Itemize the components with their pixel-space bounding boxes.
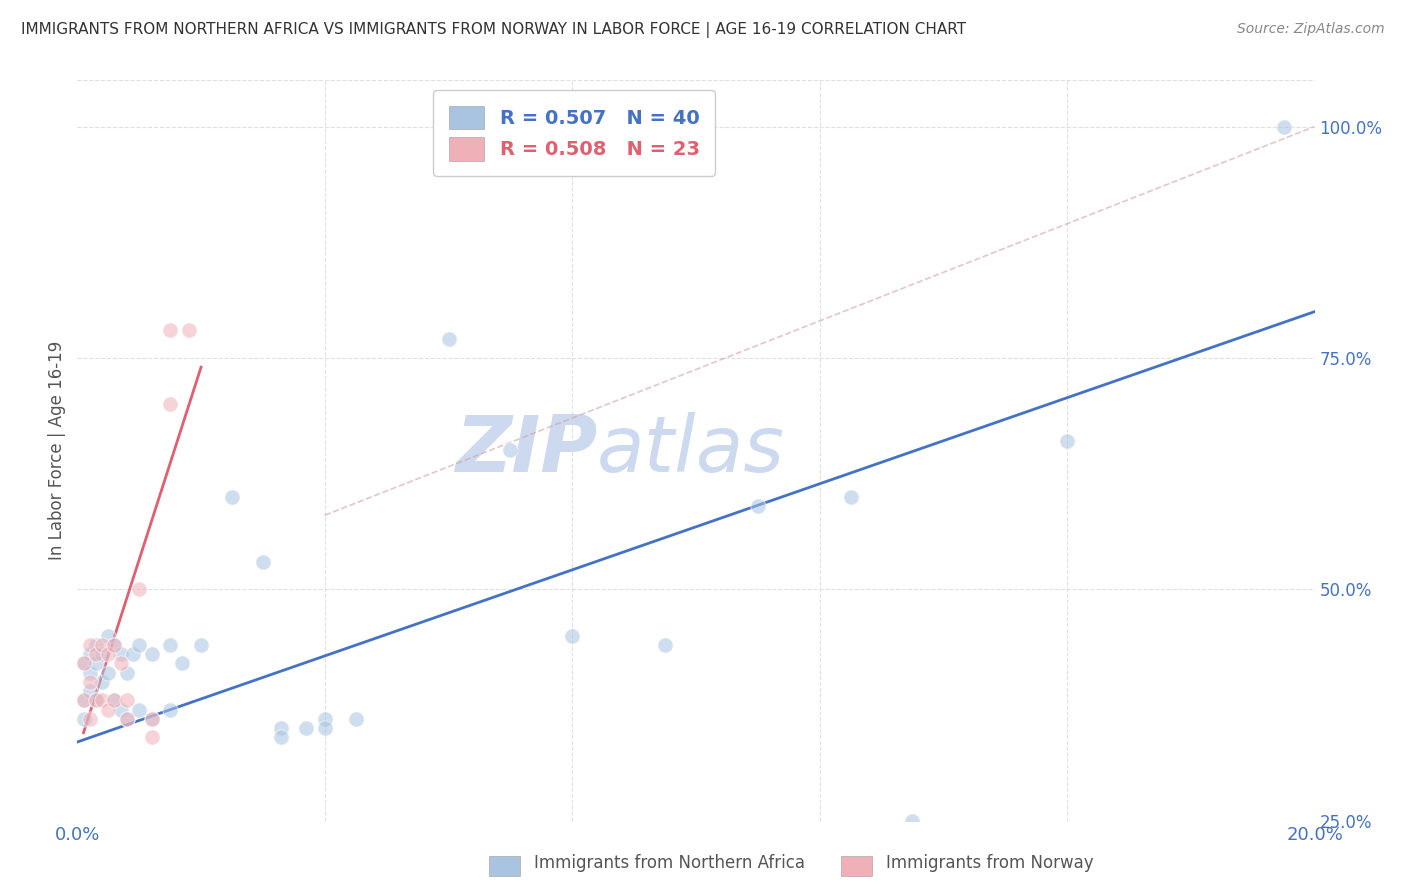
Point <box>141 647 163 661</box>
Point <box>84 693 107 707</box>
Point <box>72 657 94 671</box>
Point <box>79 638 101 652</box>
Point <box>103 638 125 652</box>
Point <box>314 721 336 735</box>
Text: IMMIGRANTS FROM NORTHERN AFRICA VS IMMIGRANTS FROM NORWAY IN LABOR FORCE | AGE 1: IMMIGRANTS FROM NORTHERN AFRICA VS IMMIG… <box>21 22 966 38</box>
Point <box>159 703 181 717</box>
Text: Immigrants from Norway: Immigrants from Norway <box>886 855 1094 872</box>
Point <box>72 657 94 671</box>
Point <box>221 490 243 504</box>
Point <box>79 674 101 689</box>
Point <box>159 638 181 652</box>
Text: Immigrants from Northern Africa: Immigrants from Northern Africa <box>534 855 806 872</box>
Point <box>110 703 132 717</box>
Point <box>103 693 125 707</box>
Y-axis label: In Labor Force | Age 16-19: In Labor Force | Age 16-19 <box>48 341 66 560</box>
Point <box>190 638 212 652</box>
Point <box>128 638 150 652</box>
Point <box>91 638 114 652</box>
Point <box>128 582 150 597</box>
Point <box>270 731 292 745</box>
Point <box>97 647 120 661</box>
Point <box>110 647 132 661</box>
Point <box>177 323 200 337</box>
Text: atlas: atlas <box>598 412 785 489</box>
Point <box>115 665 138 680</box>
Point <box>314 712 336 726</box>
Text: Source: ZipAtlas.com: Source: ZipAtlas.com <box>1237 22 1385 37</box>
Point <box>141 712 163 726</box>
Point <box>654 638 676 652</box>
Point <box>84 693 107 707</box>
Point <box>79 684 101 698</box>
Point <box>84 638 107 652</box>
Point <box>159 397 181 411</box>
Point <box>84 657 107 671</box>
Point <box>91 693 114 707</box>
Point <box>141 731 163 745</box>
Point <box>344 712 367 726</box>
Point <box>561 628 583 642</box>
Point <box>79 665 101 680</box>
Point <box>747 499 769 513</box>
Point <box>103 693 125 707</box>
Point <box>91 674 114 689</box>
Point <box>159 323 181 337</box>
Point <box>295 721 318 735</box>
Point <box>97 665 120 680</box>
Point <box>79 712 101 726</box>
Point <box>1056 434 1078 449</box>
Point <box>128 703 150 717</box>
Text: ZIP: ZIP <box>454 412 598 489</box>
Point <box>110 657 132 671</box>
Point <box>901 814 924 828</box>
Point <box>115 712 138 726</box>
Point <box>91 647 114 661</box>
Point <box>839 490 862 504</box>
Point <box>1272 120 1295 134</box>
Point <box>79 647 101 661</box>
Point <box>141 712 163 726</box>
Point <box>72 693 94 707</box>
Point <box>97 628 120 642</box>
Point <box>172 657 194 671</box>
Point <box>115 693 138 707</box>
Point <box>270 721 292 735</box>
Legend: R = 0.507   N = 40, R = 0.508   N = 23: R = 0.507 N = 40, R = 0.508 N = 23 <box>433 90 716 177</box>
Point <box>122 647 145 661</box>
Point <box>115 712 138 726</box>
Point <box>437 333 460 347</box>
Point <box>84 647 107 661</box>
Point <box>72 693 94 707</box>
Point <box>72 712 94 726</box>
Point <box>499 443 522 458</box>
Point <box>103 638 125 652</box>
Point <box>252 554 274 569</box>
Point <box>97 703 120 717</box>
